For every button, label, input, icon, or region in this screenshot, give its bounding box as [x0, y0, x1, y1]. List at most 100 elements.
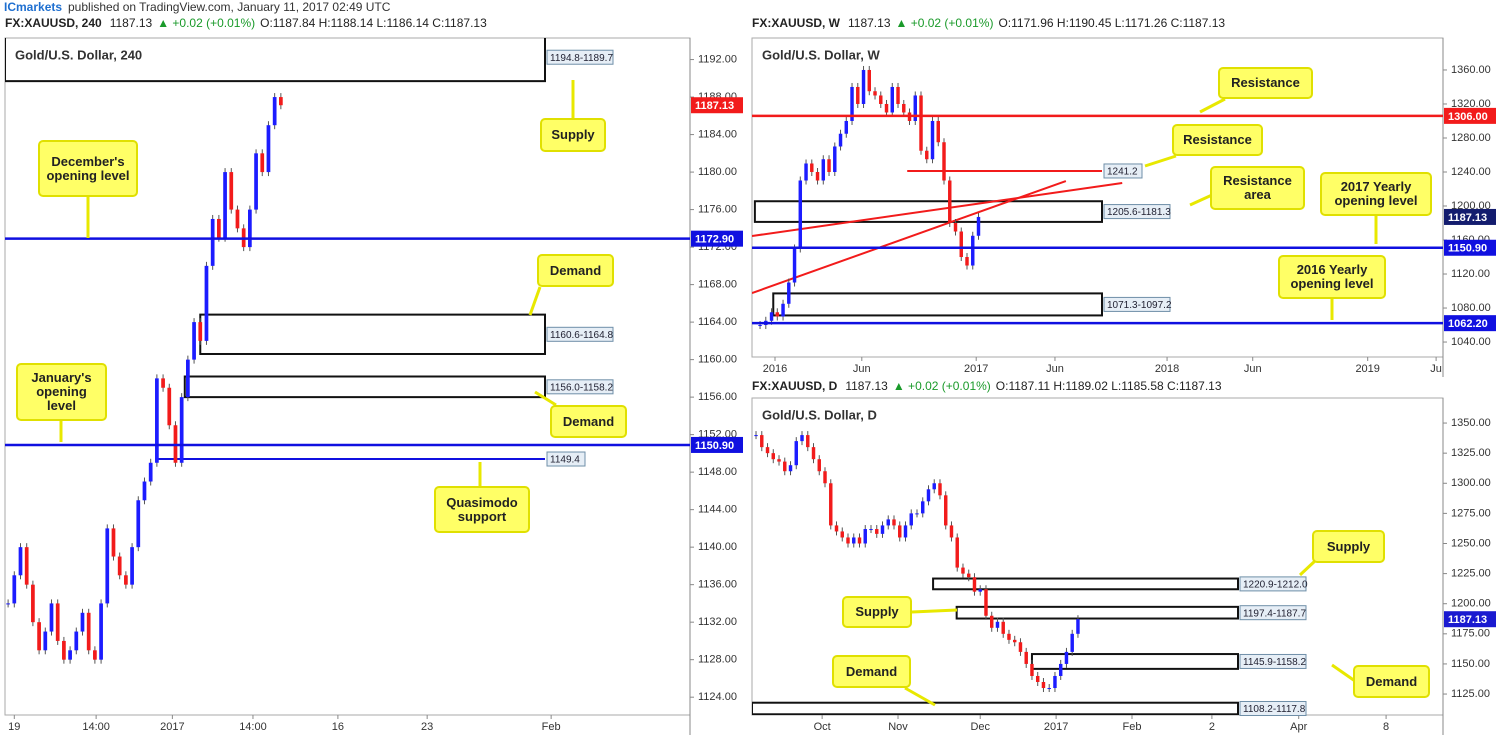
candle — [74, 631, 79, 651]
zone — [199, 313, 547, 355]
candle — [811, 447, 816, 460]
candle — [884, 103, 889, 113]
y-tick-label: 1080.00 — [1451, 302, 1491, 314]
zone-tag-bg — [546, 49, 614, 65]
callout-pointer — [904, 686, 936, 707]
line-label: 1149.4 — [550, 455, 580, 466]
candle — [898, 525, 902, 538]
x-tick-label: Jun — [853, 363, 871, 375]
change: ▲ +0.02 (+0.01%) — [157, 16, 255, 30]
candle — [879, 95, 883, 104]
candle — [909, 513, 913, 526]
callout-pointer — [534, 390, 557, 407]
candle — [758, 325, 762, 327]
x-tick-label: 23 — [421, 721, 433, 733]
candle — [804, 163, 808, 181]
candle — [99, 603, 103, 660]
candle — [266, 125, 271, 173]
candle — [886, 519, 890, 526]
candle — [794, 441, 798, 466]
candle — [821, 159, 826, 181]
zone-label: 1071.3-1097.2 — [1107, 300, 1172, 311]
candle — [948, 180, 952, 224]
panel: FX:XAUUSD, D 1187.13 ▲ +0.02 (+0.01%) O:118… — [751, 379, 1496, 735]
published: published on TradingView.com, January 11… — [68, 0, 391, 14]
callout: Demand — [537, 254, 614, 287]
candle — [890, 86, 894, 113]
candle — [972, 577, 977, 592]
zone — [752, 701, 1239, 715]
candle — [117, 556, 122, 576]
candle — [754, 435, 758, 437]
candle — [806, 435, 810, 448]
candle — [984, 589, 988, 616]
candle — [1076, 619, 1080, 634]
candle — [833, 146, 837, 172]
zone-tag-bg — [546, 326, 614, 342]
level-tag-bg — [691, 436, 743, 453]
change: ▲ +0.02 (+0.01%) — [896, 16, 994, 30]
candle — [810, 163, 814, 172]
candle — [229, 172, 234, 210]
candle — [955, 537, 959, 568]
y-tick-label: 1164.00 — [698, 316, 737, 328]
candle — [903, 525, 908, 538]
zone — [183, 375, 547, 399]
level-tag-bg — [1444, 107, 1496, 124]
candle — [43, 631, 48, 651]
callout: Supply — [1312, 530, 1385, 563]
candle — [921, 501, 925, 514]
level-label: 1062.20 — [1448, 318, 1488, 330]
candle — [949, 525, 954, 538]
zone — [932, 577, 1239, 591]
line-tag-bg — [546, 451, 586, 467]
x-tick-label: 2017 — [1044, 721, 1068, 733]
x-tick-label: 8 — [1383, 721, 1389, 733]
candle — [248, 209, 252, 248]
y-tick-label: 1250.00 — [1451, 537, 1491, 549]
zone-tag-bg — [1239, 576, 1307, 592]
y-tick-label: 1040.00 — [1451, 336, 1491, 348]
callout: Demand — [1353, 665, 1430, 698]
x-tick-label: Jun — [1046, 363, 1064, 375]
candle — [37, 622, 41, 651]
callout: Resistance area — [1210, 166, 1305, 210]
candle — [815, 171, 820, 181]
candle — [777, 459, 781, 462]
candle — [6, 603, 10, 605]
last: 1187.13 — [110, 16, 153, 30]
candle — [896, 86, 900, 104]
candle — [771, 453, 775, 460]
zone-label: 1145.9-1158.2 — [1243, 657, 1306, 668]
level-label: 1150.90 — [695, 440, 734, 452]
candle — [111, 528, 116, 557]
candle — [1007, 633, 1011, 640]
candle — [959, 231, 963, 258]
y-tick-label: 1300.00 — [1451, 477, 1491, 489]
candle — [783, 461, 787, 472]
callout-pointer — [1144, 154, 1177, 168]
candle — [1030, 663, 1034, 676]
candle — [873, 91, 877, 96]
x-tick-label: 19 — [8, 721, 20, 733]
y-tick-label: 1192.00 — [698, 53, 737, 65]
candle — [880, 525, 885, 534]
candle — [260, 153, 265, 173]
x-tick-label: 2 — [1209, 721, 1215, 733]
last-price-label: 1187.13 — [1448, 614, 1487, 626]
callout: January's opening level — [16, 363, 107, 421]
candle — [846, 537, 850, 544]
candle — [863, 529, 867, 544]
candle — [1018, 642, 1023, 652]
callout-pointer — [1189, 193, 1213, 207]
plot-title: Gold/U.S. Dollar, D — [762, 407, 877, 422]
last-price-tag — [691, 97, 743, 114]
y-tick-label: 1120.00 — [1451, 268, 1490, 280]
x-tick-label: Jun — [1244, 363, 1262, 375]
ohlc: O:1187.11 H:1189.02 L:1185.58 C:1187.13 — [996, 379, 1222, 393]
candle — [148, 462, 153, 482]
x-tick-label: Nov — [888, 721, 908, 733]
y-tick-label: 1144.00 — [698, 504, 737, 516]
x-tick-label: 2019 — [1355, 363, 1379, 375]
candle — [978, 589, 982, 592]
